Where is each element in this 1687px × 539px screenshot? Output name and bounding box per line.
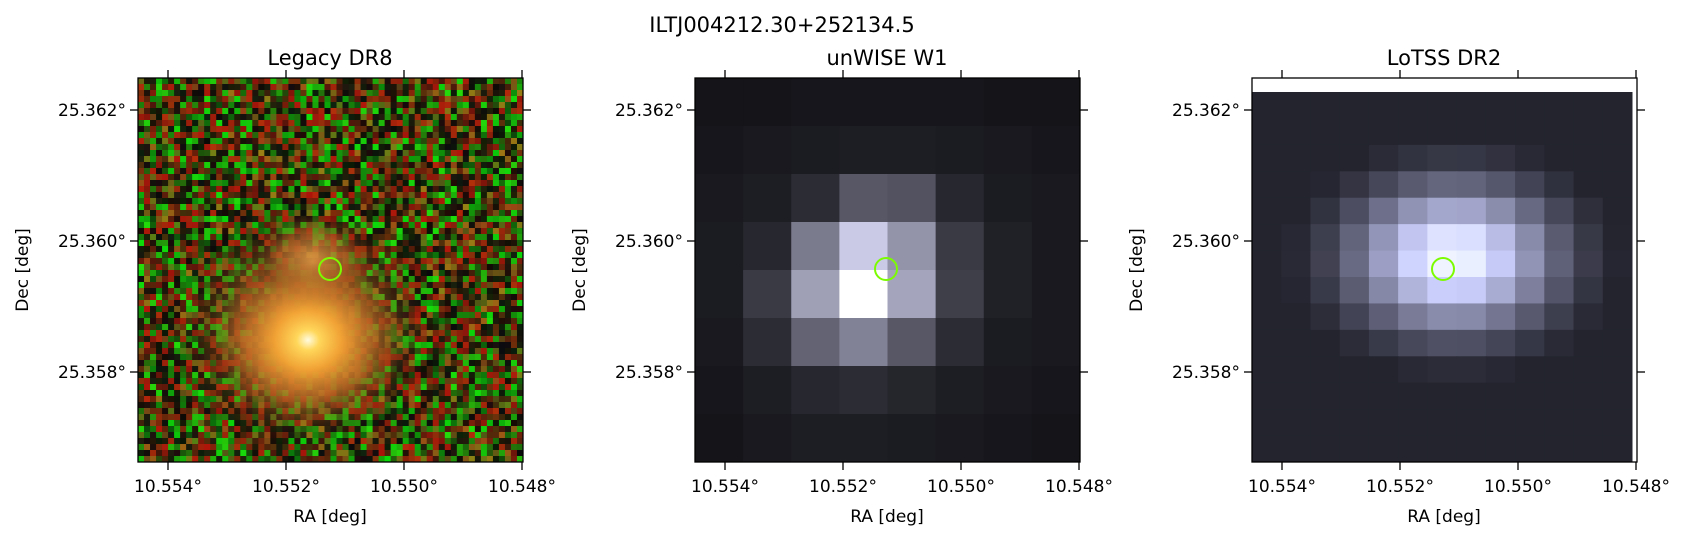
y-tick-label: 25.360°	[615, 232, 683, 252]
y-tick-label: 25.362°	[1172, 101, 1240, 121]
panel-lotss: LoTSS DR2 10.554° 10.552° 10.550° 10.548…	[1127, 46, 1670, 527]
unwise-ticks	[687, 70, 1088, 470]
unwise-axes-frame	[694, 77, 1081, 463]
lotss-image	[1252, 92, 1633, 463]
source-marker	[318, 257, 342, 281]
x-tick-label: 10.548°	[1045, 477, 1113, 497]
x-tick-label: 10.554°	[134, 477, 202, 497]
y-axis-label: Dec [deg]	[13, 228, 33, 312]
panel-title: Legacy DR8	[267, 46, 392, 70]
source-marker	[874, 257, 898, 281]
panel-legacy: Legacy DR8 10.554° 10.552° 10.550° 10.54…	[13, 46, 556, 527]
legacy-ticks	[130, 70, 531, 470]
x-tick-label: 10.552°	[1366, 477, 1434, 497]
y-axis-label: Dec [deg]	[570, 228, 590, 312]
source-marker	[1431, 257, 1455, 281]
y-tick-label: 25.358°	[58, 363, 126, 383]
y-tick-label: 25.362°	[58, 101, 126, 121]
x-axis-label: RA [deg]	[850, 507, 923, 527]
y-axis-label: Dec [deg]	[1127, 228, 1147, 312]
y-tick-label: 25.360°	[58, 232, 126, 252]
y-tick-label: 25.358°	[615, 363, 683, 383]
panel-title: LoTSS DR2	[1387, 46, 1501, 70]
unwise-image	[695, 78, 1081, 463]
y-tick-label: 25.358°	[1172, 363, 1240, 383]
x-tick-label: 10.552°	[252, 477, 320, 497]
legacy-axes-frame	[137, 77, 524, 463]
x-tick-label: 10.552°	[809, 477, 877, 497]
x-axis-label: RA [deg]	[1407, 507, 1480, 527]
x-tick-label: 10.548°	[1602, 477, 1670, 497]
lotss-axes-frame	[1251, 77, 1638, 463]
figure-suptitle: ILTJ004212.30+252134.5	[649, 13, 914, 37]
x-tick-label: 10.550°	[927, 477, 995, 497]
legacy-noise	[138, 78, 523, 462]
x-tick-label: 10.554°	[1248, 477, 1316, 497]
lotss-ticks	[1244, 70, 1645, 470]
legacy-image	[138, 78, 523, 462]
x-tick-label: 10.554°	[691, 477, 759, 497]
x-tick-label: 10.550°	[370, 477, 438, 497]
x-tick-label: 10.548°	[488, 477, 556, 497]
y-tick-label: 25.362°	[615, 101, 683, 121]
y-tick-label: 25.360°	[1172, 232, 1240, 252]
x-tick-label: 10.550°	[1484, 477, 1552, 497]
panel-title: unWISE W1	[827, 46, 948, 70]
panel-unwise: unWISE W1 10.554° 10.552° 10.550° 10.548…	[570, 46, 1113, 527]
x-axis-label: RA [deg]	[293, 507, 366, 527]
galaxy-core	[213, 255, 403, 425]
